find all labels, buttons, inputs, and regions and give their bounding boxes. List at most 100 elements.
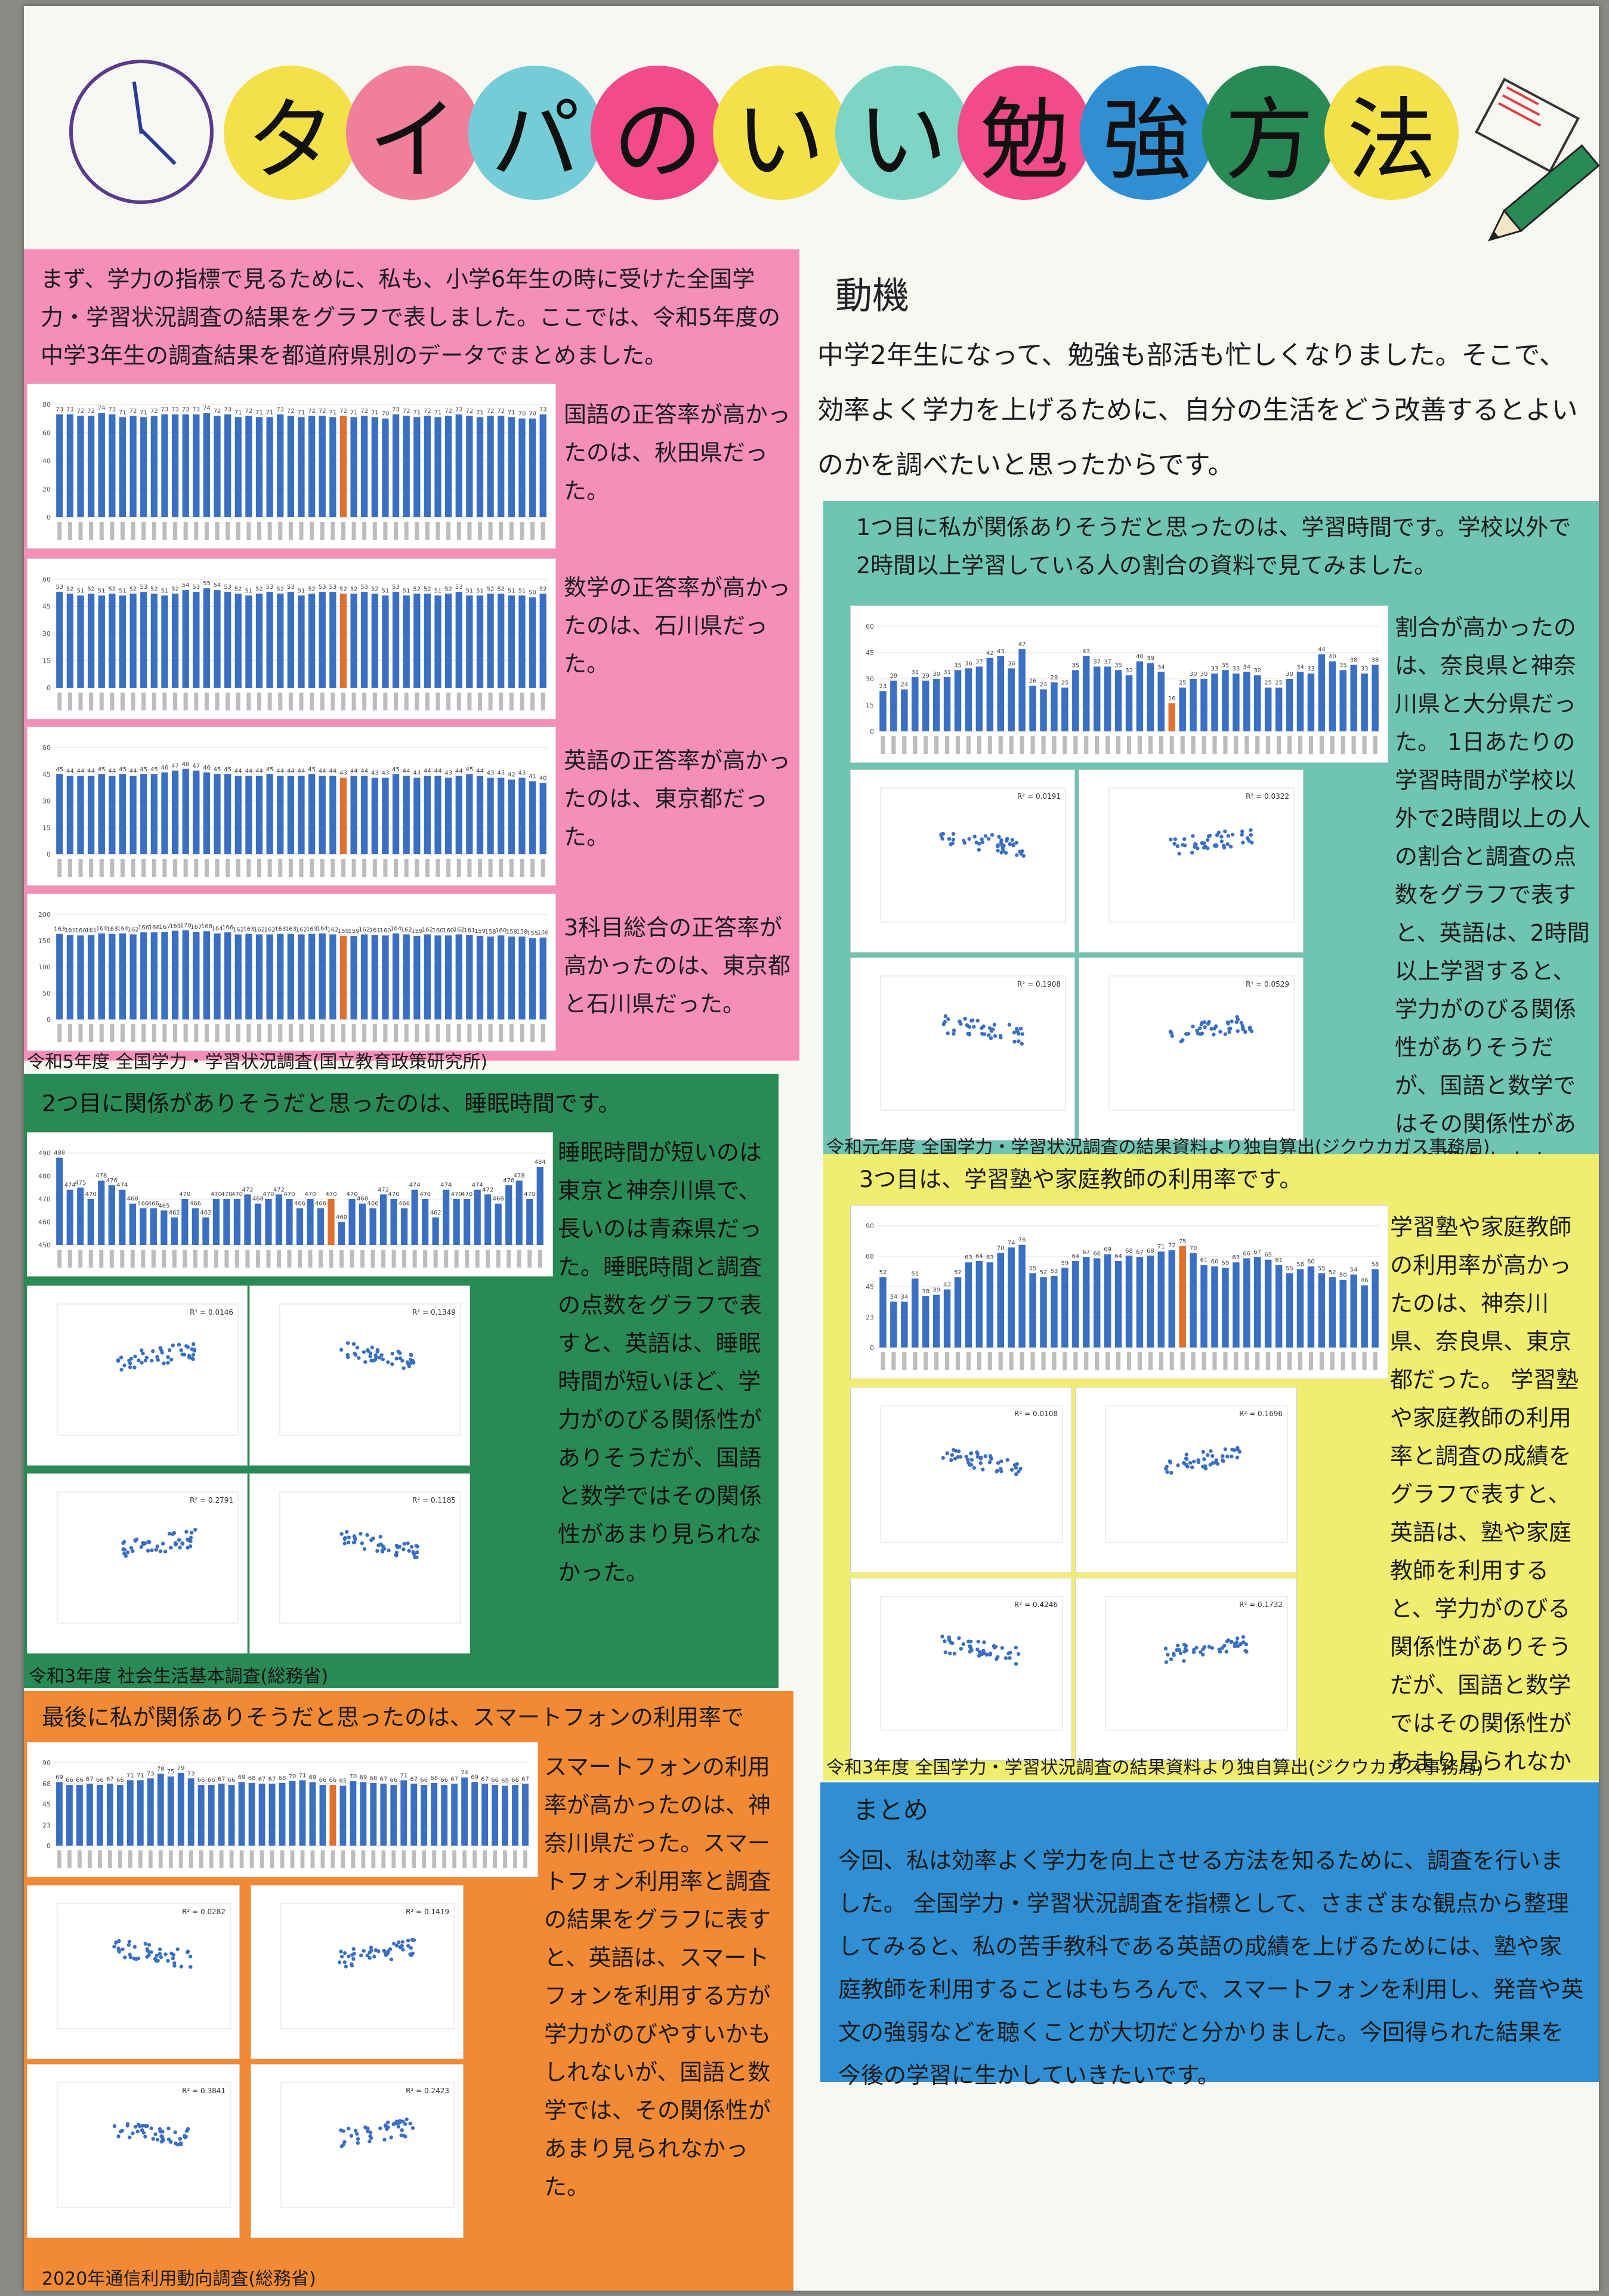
scatter-point: [163, 1952, 168, 1957]
bar: [536, 1167, 543, 1245]
scatter-point: [128, 1365, 132, 1370]
scatter-point: [1010, 1467, 1014, 1472]
scatter-point: [187, 1355, 192, 1359]
scatter-point: [362, 1547, 367, 1551]
scatter-point: [155, 2137, 160, 2142]
category-tick-mark: [215, 1024, 220, 1042]
scatter-point: [369, 1945, 373, 1949]
bar-data-label: 66: [1093, 1250, 1101, 1257]
bar-data-label: 476: [106, 1178, 118, 1184]
scatter-point: [139, 1545, 143, 1549]
bar-data-label: 162: [233, 926, 244, 933]
scatter-point: [355, 1345, 360, 1350]
bar-data-label: 161: [369, 927, 381, 934]
bar: [431, 1782, 438, 1846]
bar-data-label: 69: [55, 1774, 63, 1781]
bar-data-label: 470: [524, 1191, 535, 1198]
bar: [268, 1784, 276, 1846]
category-tick-mark: [1009, 1352, 1014, 1370]
scatter-point: [1008, 1656, 1012, 1660]
category-tick-mark: [383, 522, 388, 540]
category-tick-mark: [162, 859, 167, 877]
bar: [129, 775, 137, 854]
bar: [116, 1785, 123, 1846]
scatter-point: [969, 1463, 974, 1467]
scatter-point: [190, 1531, 194, 1535]
bar: [287, 415, 295, 517]
scatter-point: [992, 1644, 996, 1648]
bar-data-label: 162: [401, 926, 412, 933]
scatter-point: [351, 1342, 356, 1346]
scatter-point: [159, 1955, 163, 1960]
bar-data-label: 74: [1008, 1240, 1015, 1246]
bar: [298, 595, 305, 688]
scatter-point: [396, 2125, 401, 2129]
bar-data-label: 29: [890, 673, 898, 679]
category-tick-mark: [362, 859, 367, 877]
bar-data-label: 43: [518, 770, 526, 777]
category-tick-mark: [1063, 736, 1067, 754]
bar-data-label: 52: [424, 586, 431, 592]
bar-data-label: 52: [109, 586, 116, 592]
bar-data-label: 73: [109, 407, 116, 413]
bar: [932, 679, 940, 731]
scatter-point: [958, 1455, 963, 1459]
scatter-point: [378, 1355, 382, 1360]
bar-data-label: 73: [66, 407, 74, 413]
bar: [413, 936, 421, 1019]
bar-data-label: 159: [411, 928, 422, 935]
bar: [361, 775, 368, 854]
bar-data-label: 66: [116, 1777, 124, 1784]
category-tick-mark: [194, 1024, 199, 1042]
bar-data-label: 43: [943, 1282, 951, 1288]
category-tick-mark: [1308, 1352, 1314, 1370]
scatter-point: [1178, 1651, 1183, 1655]
bar-data-label: 66: [66, 1777, 73, 1784]
scatter-point: [977, 848, 981, 852]
scatter-point: [1213, 1460, 1217, 1465]
y-tick-label: 23: [42, 1821, 51, 1829]
category-tick-mark: [1277, 1352, 1281, 1370]
bar: [413, 594, 421, 688]
bar: [1114, 1260, 1122, 1348]
category-tick-mark: [404, 1024, 409, 1042]
bar: [424, 415, 431, 517]
scatter-point: [969, 1646, 973, 1651]
scatter-point: [347, 1535, 351, 1540]
bar-data-label: 53: [55, 584, 63, 591]
bar: [140, 932, 147, 1019]
scatter-point: [125, 1550, 130, 1555]
bar-data-label: 30: [932, 671, 940, 678]
bar-data-label: 51: [119, 588, 126, 594]
bar-data-label: 73: [55, 407, 63, 413]
category-tick-mark: [183, 522, 188, 540]
category-tick-mark: [432, 1850, 437, 1868]
bar: [518, 418, 526, 517]
scatter-point: [975, 1454, 980, 1459]
bar: [539, 414, 546, 517]
scatter-juku-4: R² = 0.1732: [1075, 1578, 1297, 1761]
category-tick-mark: [245, 1250, 250, 1268]
bar: [319, 415, 326, 517]
scatter-point: [999, 1036, 1003, 1040]
scatter-point: [141, 1351, 145, 1356]
bar-data-label: 40: [539, 775, 547, 782]
category-tick-mark: [110, 522, 115, 540]
bar: [392, 933, 400, 1019]
scatter-point: [172, 1961, 177, 1966]
category-tick-mark: [173, 859, 178, 877]
category-tick-mark: [1041, 1352, 1046, 1370]
bar-data-label: 54: [1350, 1267, 1358, 1274]
category-tick-mark: [415, 1024, 419, 1042]
bar: [1222, 1268, 1229, 1348]
bar: [487, 777, 494, 854]
bar: [1157, 672, 1165, 731]
bar-data-label: 45: [150, 767, 158, 773]
category-tick-mark: [246, 522, 251, 540]
category-tick-mark: [1351, 1352, 1356, 1370]
scatter-point: [1163, 1467, 1168, 1471]
category-tick-mark: [178, 1850, 183, 1868]
r-squared-label: R² = 0.0108: [1014, 1410, 1058, 1418]
category-tick-mark: [1223, 736, 1228, 754]
bar: [1179, 1246, 1186, 1348]
